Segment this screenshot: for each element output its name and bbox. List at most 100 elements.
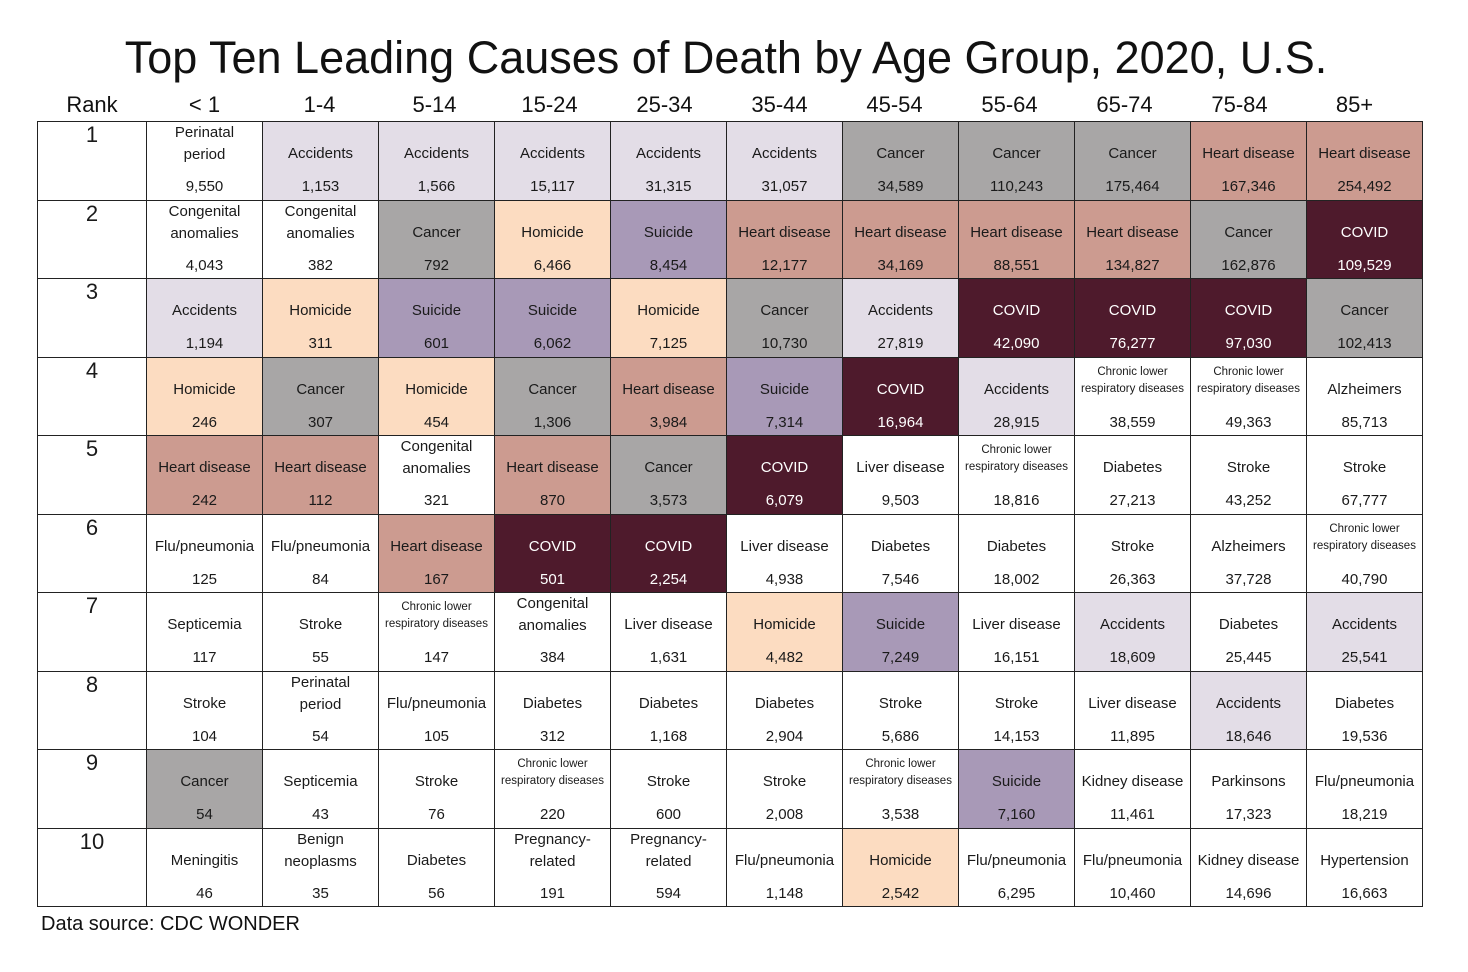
cause-name: Chronic lower respiratory diseases bbox=[965, 444, 1068, 473]
death-count: 454 bbox=[423, 413, 450, 431]
death-count: 11,461 bbox=[1110, 806, 1155, 823]
cause-cell: Flu/pneumonia 105 bbox=[378, 670, 495, 750]
rank-label: 7 bbox=[37, 592, 147, 672]
cause-cell: COVID 2,254 bbox=[610, 513, 727, 593]
cause-cell: Suicide 6,062 bbox=[494, 278, 611, 358]
cause-name: Suicide bbox=[875, 616, 926, 633]
table-row: 6 Flu/pneumonia 125 Flu/pneumonia 84 Heart di… bbox=[37, 513, 1423, 593]
age-group-header: 1-4 bbox=[303, 92, 336, 117]
cause-cell: COVID 6,079 bbox=[726, 435, 843, 515]
cause-cell: Heart disease 134,827 bbox=[1074, 199, 1191, 279]
cause-cell: COVID 16,964 bbox=[842, 356, 959, 436]
death-count: 501 bbox=[539, 570, 566, 588]
cause-cell: Flu/pneumonia 125 bbox=[146, 513, 263, 593]
cause-cell: Cancer 1,306 bbox=[494, 356, 611, 436]
cause-name: Alzheimers bbox=[1327, 380, 1402, 398]
death-count: 88,551 bbox=[993, 256, 1040, 274]
cause-name: Cancer bbox=[180, 773, 229, 790]
death-count: 175,464 bbox=[1105, 178, 1160, 195]
cause-cell: Flu/pneumonia 6,295 bbox=[958, 827, 1075, 907]
cause-name: Cancer bbox=[1224, 223, 1273, 241]
cause-cell: Accidents 1,566 bbox=[378, 121, 495, 201]
death-count: 1,153 bbox=[301, 178, 340, 195]
death-count: 594 bbox=[655, 884, 682, 902]
cause-name: Cancer bbox=[876, 145, 925, 162]
cause-cell: Heart disease 242 bbox=[146, 435, 263, 515]
cause-cell: Diabetes 19,536 bbox=[1306, 670, 1423, 750]
cause-cell: Stroke 76 bbox=[378, 749, 495, 829]
cause-name: Homicide bbox=[753, 616, 816, 633]
cause-cell: Homicide 246 bbox=[146, 356, 263, 436]
cause-name: Chronic lower respiratory diseases bbox=[849, 758, 952, 787]
cause-name: Flu/pneumonia bbox=[734, 851, 835, 869]
cause-cell: Meningitis 46 bbox=[146, 827, 263, 907]
death-count: 16,964 bbox=[877, 413, 924, 431]
death-count: 242 bbox=[191, 492, 218, 509]
cause-cell: Accidents 27,819 bbox=[842, 278, 959, 358]
cause-cell: Diabetes 2,904 bbox=[726, 670, 843, 750]
cause-cell: COVID 42,090 bbox=[958, 278, 1075, 358]
cause-name: Diabetes bbox=[638, 694, 699, 712]
cause-cell: Alzheimers 85,713 bbox=[1306, 356, 1423, 436]
age-group-header: 15-24 bbox=[521, 92, 578, 117]
cause-name: Heart disease bbox=[738, 223, 831, 241]
cause-cell: Stroke 26,363 bbox=[1074, 513, 1191, 593]
cause-cell: Pregnancy-related 191 bbox=[494, 827, 611, 907]
cause-cell: Diabetes 7,546 bbox=[842, 513, 959, 593]
death-count: 46 bbox=[196, 884, 213, 902]
cause-name: Cancer bbox=[992, 145, 1041, 162]
death-count: 31,057 bbox=[761, 178, 808, 195]
cause-name: Accidents bbox=[635, 145, 702, 162]
death-count: 38,559 bbox=[1109, 413, 1156, 431]
death-count: 4,938 bbox=[765, 570, 804, 588]
cause-cell: Cancer 102,413 bbox=[1306, 278, 1423, 358]
cause-name: Diabetes bbox=[1218, 616, 1279, 633]
cause-cell: Chronic lower respiratory diseases 38,559 bbox=[1074, 356, 1191, 436]
cause-name: Heart disease bbox=[390, 537, 483, 555]
cause-cell: Heart disease 112 bbox=[262, 435, 379, 515]
death-count: 3,984 bbox=[649, 413, 688, 431]
death-count: 167,346 bbox=[1221, 178, 1276, 195]
cause-name: Stroke bbox=[646, 773, 691, 790]
cause-name: Heart disease bbox=[622, 380, 715, 398]
cause-cell: Heart disease 254,492 bbox=[1306, 121, 1423, 201]
cause-name: Accidents bbox=[519, 145, 586, 162]
cause-cell: Liver disease 1,631 bbox=[610, 592, 727, 672]
cause-cell: Heart disease 167,346 bbox=[1190, 121, 1307, 201]
cause-cell: Congenital anomalies 4,043 bbox=[146, 199, 263, 279]
rank-label: 6 bbox=[37, 513, 147, 593]
cause-name: Homicide bbox=[521, 223, 584, 241]
cause-cell: Accidents 31,057 bbox=[726, 121, 843, 201]
cause-name: COVID bbox=[528, 537, 577, 555]
death-count: 5,686 bbox=[881, 727, 920, 745]
cause-name: Congenital anomalies bbox=[516, 595, 589, 634]
cause-name: COVID bbox=[1108, 302, 1157, 319]
death-count: 7,160 bbox=[997, 806, 1036, 823]
death-count: 191 bbox=[539, 884, 566, 902]
death-count: 307 bbox=[307, 413, 334, 431]
death-count: 43 bbox=[312, 806, 329, 823]
death-count: 311 bbox=[308, 335, 333, 352]
death-count: 110,243 bbox=[989, 178, 1044, 195]
cause-cell: Cancer 54 bbox=[146, 749, 263, 829]
cause-cell: COVID 76,277 bbox=[1074, 278, 1191, 358]
death-count: 601 bbox=[423, 335, 450, 352]
death-count: 8,454 bbox=[649, 256, 688, 274]
death-count: 117 bbox=[192, 649, 217, 666]
cause-cell: Flu/pneumonia 84 bbox=[262, 513, 379, 593]
cause-name: Stroke bbox=[1110, 537, 1155, 555]
death-count: 2,008 bbox=[765, 806, 804, 823]
cause-cell: Cancer 792 bbox=[378, 199, 495, 279]
death-count: 15,117 bbox=[530, 178, 575, 195]
cause-cell: Chronic lower respiratory diseases 18,816 bbox=[958, 435, 1075, 515]
cause-name: Suicide bbox=[527, 302, 578, 319]
rank-label: 4 bbox=[37, 356, 147, 436]
cause-cell: Liver disease 11,895 bbox=[1074, 670, 1191, 750]
cause-cell: Diabetes 1,168 bbox=[610, 670, 727, 750]
death-count: 85,713 bbox=[1341, 413, 1388, 431]
death-count: 28,915 bbox=[993, 413, 1040, 431]
cause-cell: Homicide 311 bbox=[262, 278, 379, 358]
death-count: 43,252 bbox=[1225, 492, 1272, 509]
cause-cell: Congenital anomalies 382 bbox=[262, 199, 379, 279]
death-count: 17,323 bbox=[1225, 806, 1272, 823]
